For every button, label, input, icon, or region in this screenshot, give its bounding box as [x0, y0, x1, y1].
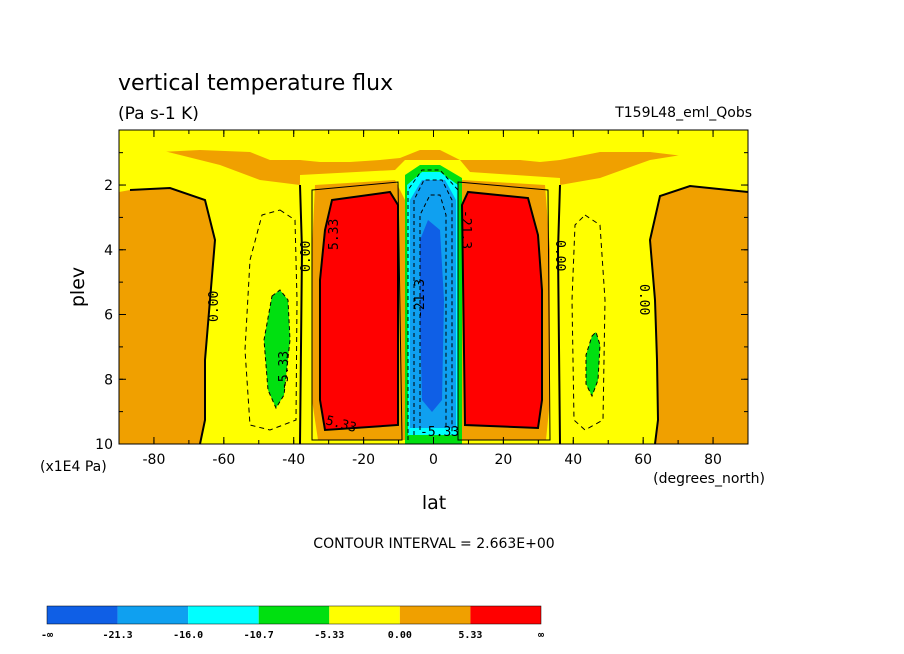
contour-label: -21.3	[458, 210, 473, 249]
contour-label: -5.33	[277, 351, 292, 390]
contour-label: -5.33	[420, 425, 459, 440]
contour-red-right	[460, 190, 543, 430]
y-tick-label: 6	[104, 308, 113, 324]
y-axis: 2 4 6 8 10	[95, 152, 748, 453]
y-axis-label: plev	[67, 267, 89, 307]
colorbar-level-label: -5.33	[314, 630, 344, 641]
chart-title: vertical temperature flux	[118, 71, 393, 96]
contour-pos-left	[311, 181, 403, 441]
colorbar-level-label: 5.33	[458, 630, 482, 641]
fill-right-yellow	[558, 152, 748, 444]
fill-center-darkblue	[420, 220, 444, 412]
colorbar-swatch	[188, 606, 259, 624]
fill-right-red	[462, 192, 542, 428]
y-tick-label: 10	[95, 437, 113, 453]
x-tick-label: 40	[564, 452, 582, 468]
colorbar-level-label: -21.3	[103, 630, 133, 641]
x-axis: -80 -60 -40 -20 0 20 40 60 80	[118, 130, 749, 468]
x-axis-units: (degrees_north)	[653, 471, 765, 487]
x-tick-label: -60	[212, 452, 235, 468]
y-tick-label: 4	[104, 243, 113, 259]
contour-green-left	[263, 289, 291, 410]
x-axis-label: lat	[422, 492, 446, 514]
contour-field: 0.00 0.00 0.00 0.00 5.33 5.33 -5.33 -5.3…	[119, 130, 748, 444]
contour-label: 0.00	[636, 284, 651, 315]
colorbar: -∞ -21.3 -16.0 -10.7 -5.33 0.00 5.33 ∞	[41, 605, 544, 641]
fill-left-red	[320, 192, 398, 430]
colorbar-swatch	[117, 606, 189, 624]
x-tick-label: 60	[634, 452, 652, 468]
colorbar-level-label: -16.0	[173, 630, 203, 641]
contour-label: 0.00	[552, 240, 567, 271]
colorbar-swatch	[47, 606, 118, 624]
fill-left-green-blob	[264, 290, 290, 408]
run-label: T159L48_eml_Qobs	[614, 105, 752, 121]
y-axis-units: (x1E4 Pa)	[40, 459, 107, 475]
colorbar-swatch	[258, 606, 330, 624]
contour-label: 0.00	[299, 241, 314, 272]
contour-dash-right	[571, 214, 606, 431]
contour-center-1	[407, 169, 459, 440]
contour-zero-left	[129, 186, 217, 444]
contour-label: 0.00	[207, 291, 222, 322]
contour-labels: 0.00 0.00 0.00 0.00 5.33 5.33 -5.33 -5.3…	[207, 210, 651, 440]
colorbar-level-label: -∞	[41, 630, 53, 641]
contour-zero-left-inner	[299, 184, 304, 444]
x-tick-label: 20	[494, 452, 512, 468]
y-tick-label: 2	[104, 178, 113, 194]
contour-dash-left	[244, 209, 298, 431]
chart-subtitle: (Pa s-1 K)	[118, 104, 199, 124]
colorbar-frame	[46, 605, 542, 625]
colorbar-swatch	[329, 606, 400, 624]
contour-green-right	[585, 331, 601, 398]
fill-right-green-blob	[586, 332, 600, 396]
contour-zero-right-inner	[556, 184, 561, 444]
contour-label: 5.33	[327, 219, 342, 250]
colorbar-level-label: 0.00	[388, 630, 412, 641]
colorbar-level-label: ∞	[538, 630, 544, 641]
contour-red-left	[319, 190, 399, 432]
colorbar-level-label: -10.7	[244, 630, 274, 641]
x-tick-label: -40	[282, 452, 305, 468]
contour-interval: CONTOUR INTERVAL = 2.663E+00	[313, 536, 554, 552]
contour-center-3	[419, 194, 447, 430]
colorbar-swatch	[399, 606, 471, 624]
x-tick-label: -20	[352, 452, 375, 468]
x-tick-label: -80	[143, 452, 166, 468]
contour-center-2	[413, 179, 453, 435]
colorbar-swatch	[470, 606, 541, 624]
contour-zero-right	[648, 184, 748, 444]
contour-lines	[129, 169, 748, 444]
x-tick-label: 80	[704, 452, 722, 468]
x-tick-label: 0	[429, 452, 438, 468]
y-tick-label: 8	[104, 372, 113, 388]
contour-label: -21.3	[413, 279, 428, 318]
fill-top-yellow	[119, 130, 748, 188]
